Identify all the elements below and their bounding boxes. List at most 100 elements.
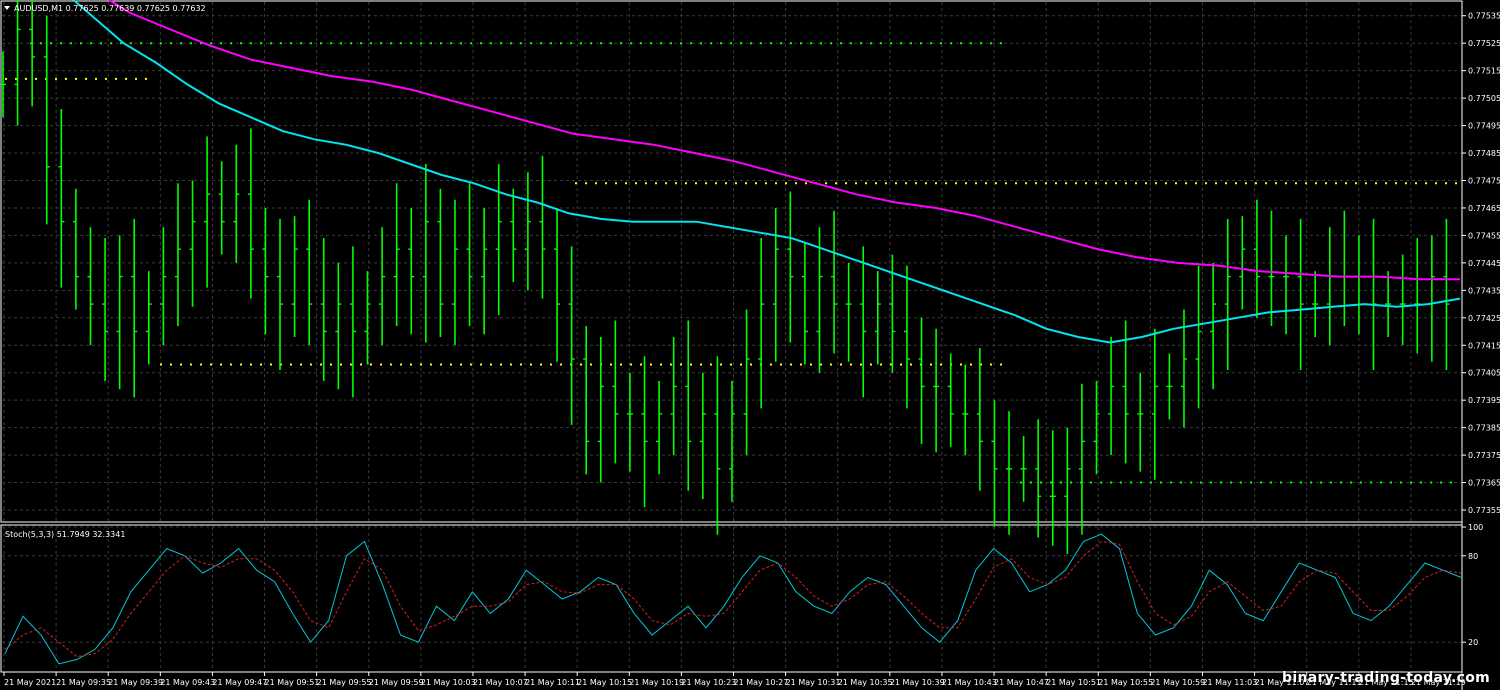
ohlc-bar bbox=[379, 227, 386, 346]
stoch-tick-label: 20 bbox=[1468, 638, 1478, 647]
price-tick-label: 0.77535 bbox=[1468, 12, 1500, 21]
ohlc-bar bbox=[481, 207, 488, 335]
ohlc-bar bbox=[131, 218, 138, 398]
ohlc-bar bbox=[554, 207, 561, 362]
ohlc-bar bbox=[1006, 411, 1013, 535]
time-tick-label: 21 May 09:35 bbox=[56, 678, 111, 687]
ohlc-bar bbox=[1064, 427, 1071, 554]
ohlc-bar bbox=[1166, 353, 1173, 420]
ohlc-bar bbox=[422, 164, 429, 343]
ohlc-bar bbox=[699, 372, 706, 500]
price-tick-label: 0.77415 bbox=[1468, 341, 1500, 350]
time-tick-label: 21 May 09:47 bbox=[212, 678, 267, 687]
ohlc-bar bbox=[320, 238, 327, 381]
ohlc-bar bbox=[933, 328, 940, 453]
ohlc-bar bbox=[641, 356, 648, 508]
ohlc-bar bbox=[466, 183, 473, 327]
ohlc-bar bbox=[14, 0, 21, 126]
ohlc-bar bbox=[1370, 218, 1377, 370]
price-tick-label: 0.77365 bbox=[1468, 479, 1500, 488]
time-tick-label: 21 May 10:39 bbox=[890, 678, 945, 687]
ohlc-bar bbox=[860, 246, 867, 398]
time-tick-label: 21 May 10:31 bbox=[786, 678, 841, 687]
dropdown-arrow-icon[interactable] bbox=[4, 6, 10, 10]
ohlc-bar bbox=[1210, 262, 1217, 390]
price-tick-label: 0.77515 bbox=[1468, 67, 1500, 76]
ohlc-bar bbox=[160, 227, 167, 346]
ohlc-bar bbox=[1093, 380, 1100, 475]
ohlc-bar bbox=[889, 254, 896, 373]
ohlc-bar bbox=[685, 320, 692, 491]
time-tick-label: 21 May 11:19 bbox=[1411, 678, 1466, 687]
grid bbox=[2, 2, 1461, 671]
ohlc-bar bbox=[903, 265, 910, 409]
price-tick-label: 0.77445 bbox=[1468, 259, 1500, 268]
ohlc-bar bbox=[714, 356, 721, 535]
time-tick-label: 21 May 11:15 bbox=[1359, 678, 1414, 687]
ohlc-bar bbox=[1428, 235, 1435, 362]
ohlc-bar bbox=[831, 210, 838, 354]
main-pane-header: AUDUSD,M1 0.77625 0.77639 0.77625 0.7763… bbox=[14, 4, 206, 13]
ohlc-bar bbox=[524, 172, 531, 291]
time-tick-label: 21 May 10:07 bbox=[473, 678, 528, 687]
ohlc-bar bbox=[1355, 235, 1362, 335]
price-tick-label: 0.77425 bbox=[1468, 314, 1500, 323]
ohlc-bar bbox=[87, 227, 94, 346]
ohlc-bar bbox=[1312, 271, 1319, 338]
ohlc-bar bbox=[189, 180, 196, 307]
price-tick-label: 0.77395 bbox=[1468, 396, 1500, 405]
time-tick-label: 21 May 10:15 bbox=[577, 678, 632, 687]
price-tick-label: 0.77465 bbox=[1468, 204, 1500, 213]
ohlc-bar bbox=[1195, 265, 1202, 409]
ohlc-bar bbox=[1122, 320, 1129, 464]
stoch-tick-label: 100 bbox=[1468, 523, 1483, 532]
price-tick-label: 0.77435 bbox=[1468, 286, 1500, 295]
ohlc-bar bbox=[729, 380, 735, 502]
price-axis: 0.77535 0.77525 0.77515 0.77505 0.77495 0.774… bbox=[1462, 12, 1500, 647]
ohlc-bar bbox=[1049, 430, 1056, 546]
ohlc-bar bbox=[1239, 216, 1246, 310]
ohlc-bar bbox=[656, 380, 663, 475]
ohlc-bars bbox=[0, 0, 1450, 554]
ohlc-bar bbox=[1020, 435, 1027, 502]
ohlc-bar bbox=[1326, 227, 1333, 346]
ohlc-bar bbox=[816, 227, 823, 373]
ohlc-bar bbox=[787, 191, 794, 343]
time-tick-label: 21 May 09:43 bbox=[160, 678, 215, 687]
moving-averages bbox=[72, 0, 1461, 344]
ohlc-bar bbox=[1341, 210, 1348, 327]
price-tick-label: 0.77355 bbox=[1468, 506, 1500, 515]
time-tick-label: 21 May 10:27 bbox=[734, 678, 789, 687]
ohlc-bar bbox=[1443, 218, 1450, 370]
time-tick-label: 21 May 09:39 bbox=[108, 678, 163, 687]
time-tick-label: 21 May 09:51 bbox=[265, 678, 320, 687]
ohlc-bar bbox=[1180, 309, 1187, 428]
ohlc-bar bbox=[874, 271, 881, 365]
ohlc-bar bbox=[1078, 383, 1085, 535]
horizontal-levels bbox=[5, 42, 1460, 484]
ohlc-bar bbox=[962, 364, 969, 456]
ohlc-bar bbox=[626, 372, 633, 472]
ohlc-bar bbox=[568, 246, 575, 425]
price-tick-label: 0.77495 bbox=[1468, 122, 1500, 131]
price-tick-label: 0.77405 bbox=[1468, 369, 1500, 378]
time-tick-label: 21 May 10:11 bbox=[525, 678, 580, 687]
ohlc-bar bbox=[1268, 210, 1275, 327]
time-tick-label: 21 May 10:35 bbox=[838, 678, 893, 687]
ohlc-bar bbox=[0, 51, 6, 118]
ohlc-bar bbox=[364, 271, 371, 365]
ohlc-bar bbox=[1283, 235, 1290, 335]
price-tick-label: 0.77375 bbox=[1468, 451, 1500, 460]
time-tick-label: 21 May 10:43 bbox=[942, 678, 997, 687]
time-tick-label: 21 May 09:55 bbox=[317, 678, 372, 687]
ohlc-bar bbox=[393, 183, 400, 327]
ohlc-bar bbox=[58, 109, 65, 288]
slow-ma-line bbox=[107, 0, 1460, 281]
ohlc-bar bbox=[758, 238, 765, 409]
ohlc-bar bbox=[43, 15, 50, 225]
ohlc-bar bbox=[262, 207, 269, 335]
ohlc-bar bbox=[408, 207, 415, 335]
ohlc-bar bbox=[1414, 238, 1421, 354]
